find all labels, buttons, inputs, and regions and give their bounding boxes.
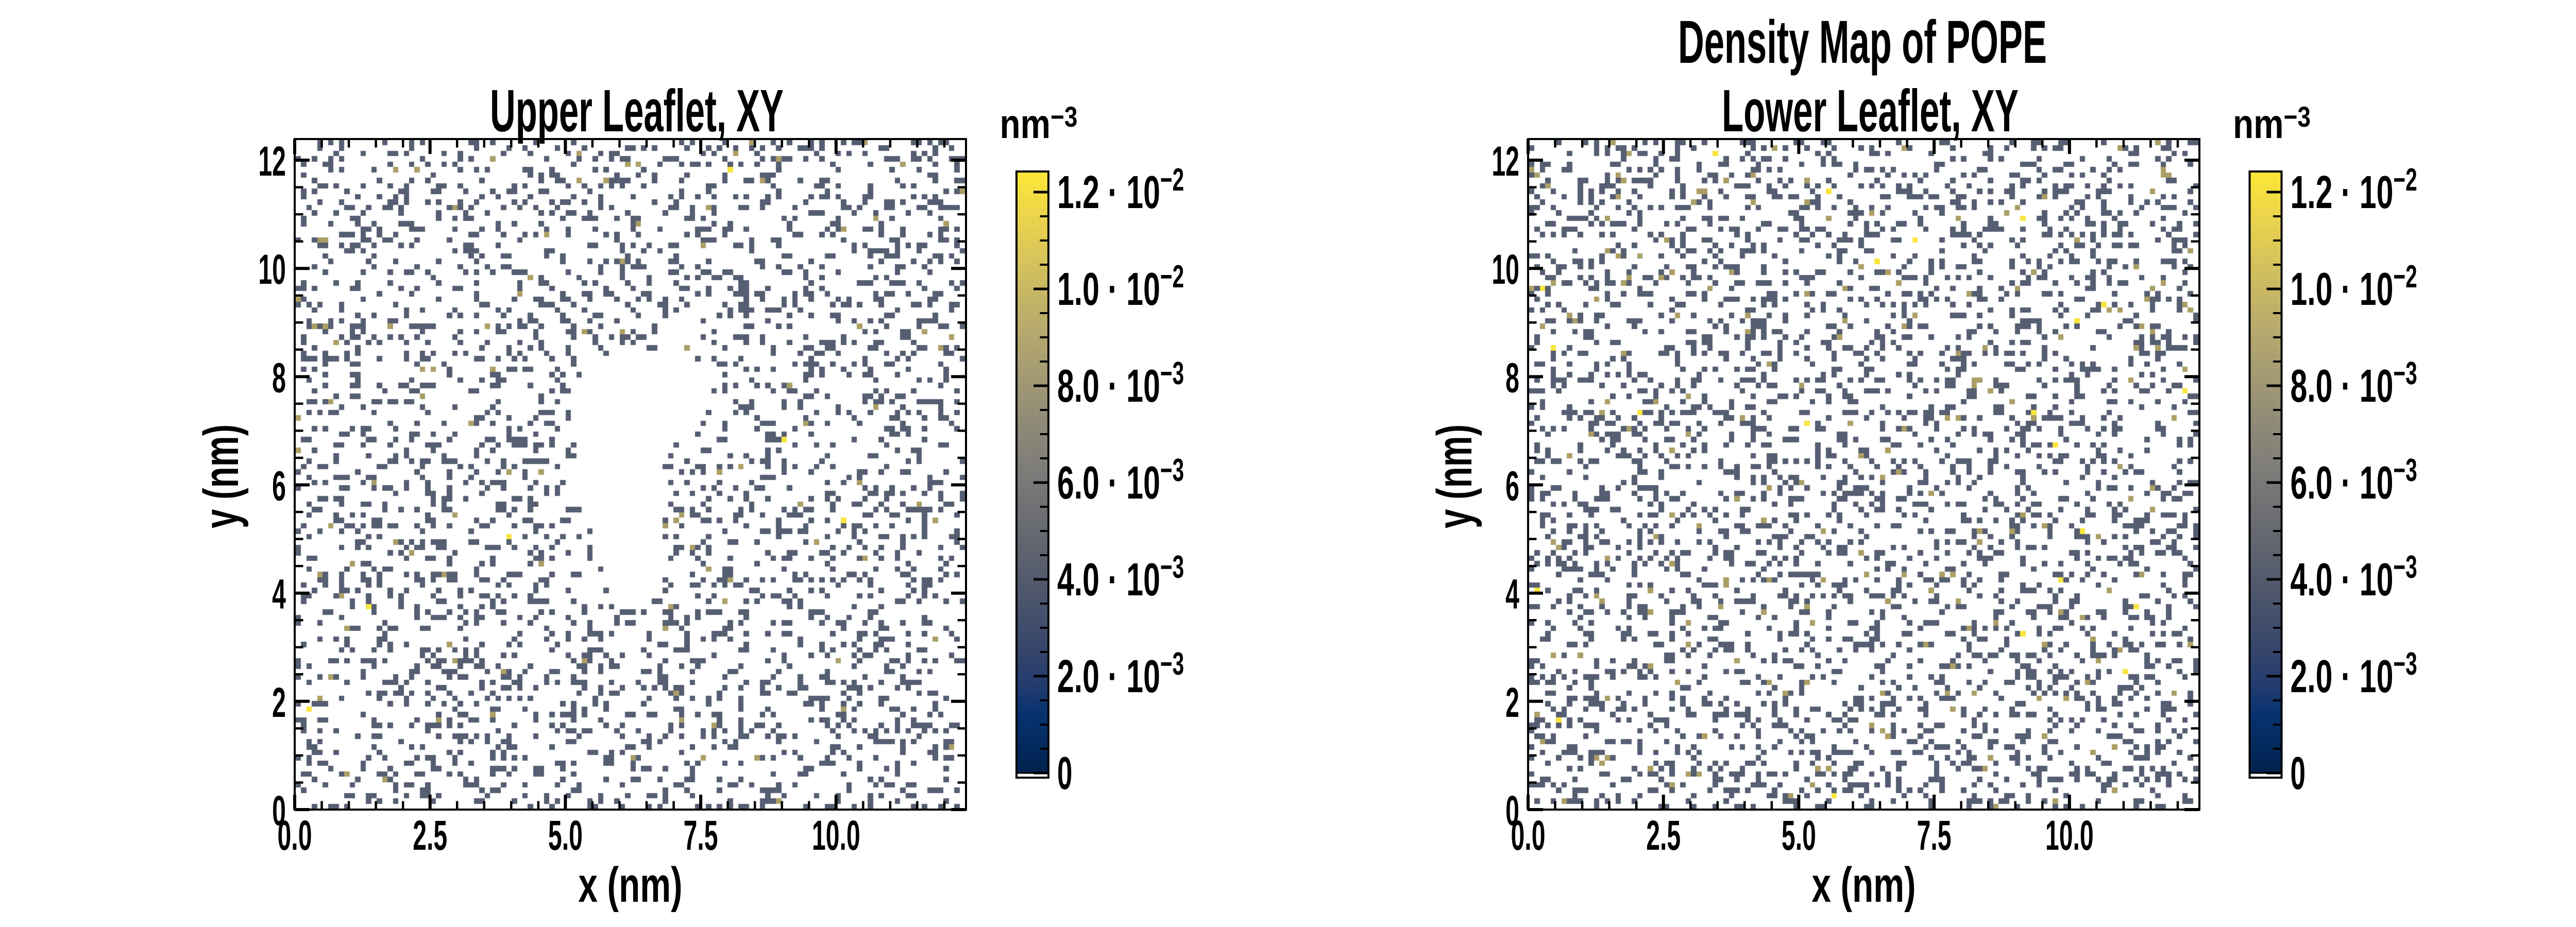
svg-text:0.0: 0.0 [1511,812,1545,859]
svg-text:5.0: 5.0 [1782,812,1816,859]
svg-text:4.0 · 10−3: 4.0 · 10−3 [2291,550,2417,606]
svg-text:1.2 · 10−2: 1.2 · 10−2 [1057,163,1184,219]
svg-text:x (nm): x (nm) [1812,857,1916,913]
svg-text:8.0 · 10−3: 8.0 · 10−3 [1057,356,1184,413]
svg-text:2.0 · 10−3: 2.0 · 10−3 [1057,647,1184,703]
svg-text:4: 4 [1505,571,1519,618]
svg-text:0: 0 [1057,747,1072,799]
svg-text:2.5: 2.5 [413,812,447,859]
svg-text:Lower Leaflet, XY: Lower Leaflet, XY [1722,78,2019,145]
svg-text:5.0: 5.0 [548,812,583,859]
svg-text:nm−3: nm−3 [2233,101,2311,147]
svg-text:10.0: 10.0 [2045,812,2094,859]
svg-text:7.5: 7.5 [684,812,718,859]
svg-text:8.0 · 10−3: 8.0 · 10−3 [2291,356,2417,413]
svg-text:12: 12 [1492,138,1519,185]
svg-text:4.0 · 10−3: 4.0 · 10−3 [1057,550,1184,606]
svg-text:1.2 · 10−2: 1.2 · 10−2 [2291,163,2417,219]
svg-text:8: 8 [272,354,286,401]
svg-text:2.5: 2.5 [1646,812,1681,859]
svg-text:4: 4 [272,571,286,618]
svg-text:2: 2 [1505,679,1519,726]
svg-text:6.0 · 10−3: 6.0 · 10−3 [1057,453,1184,509]
svg-text:0.0: 0.0 [277,812,312,859]
svg-text:x (nm): x (nm) [579,857,683,913]
svg-text:6: 6 [272,462,286,509]
svg-text:y (nm): y (nm) [1427,424,1482,528]
svg-text:nm−3: nm−3 [1000,101,1078,147]
svg-text:10: 10 [258,246,286,293]
svg-text:y (nm): y (nm) [193,424,249,528]
svg-text:6.0 · 10−3: 6.0 · 10−3 [2291,453,2417,509]
svg-text:12: 12 [258,138,286,185]
svg-text:1.0 · 10−2: 1.0 · 10−2 [2291,260,2417,316]
svg-text:10: 10 [1492,246,1519,293]
svg-text:2.0 · 10−3: 2.0 · 10−3 [2291,647,2417,703]
svg-text:7.5: 7.5 [1917,812,1952,859]
svg-text:0: 0 [2291,747,2306,799]
svg-text:1.0 · 10−2: 1.0 · 10−2 [1057,260,1184,316]
svg-text:0: 0 [272,787,286,834]
svg-text:0: 0 [1505,787,1519,834]
svg-text:Upper Leaflet, XY: Upper Leaflet, XY [490,78,784,145]
svg-text:2: 2 [272,679,286,726]
svg-text:10.0: 10.0 [812,812,860,859]
svg-text:6: 6 [1505,462,1519,509]
svg-text:8: 8 [1505,354,1519,401]
svg-text:Density Map of POPE: Density Map of POPE [1678,8,2047,76]
